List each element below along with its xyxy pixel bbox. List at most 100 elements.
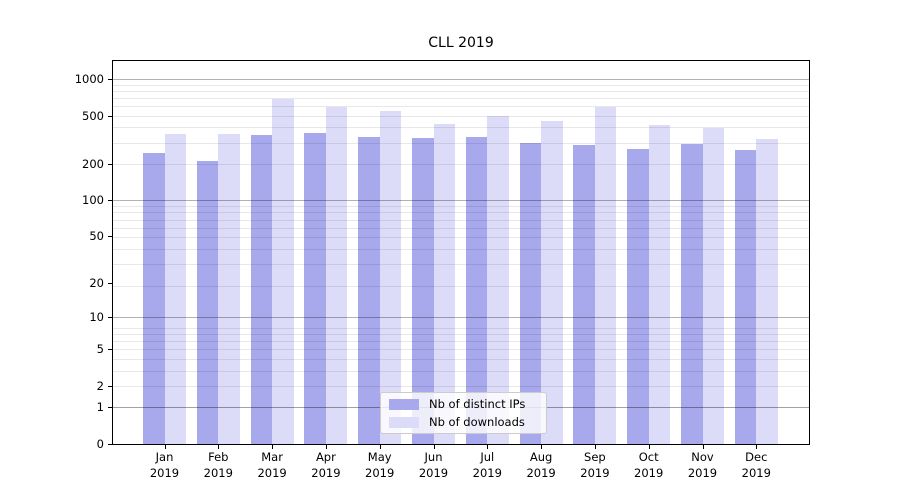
y-tick-mark [108, 78, 112, 80]
gridline-major [113, 200, 809, 202]
y-tick-label: 1000 [74, 71, 104, 86]
y-tick-mark [108, 317, 112, 319]
bar-distinct-ips [196, 161, 219, 444]
y-tick-label: 5 [96, 342, 104, 357]
gridline-minor [113, 327, 809, 329]
bar-downloads [594, 106, 617, 444]
legend-label: Nb of distinct IPs [429, 397, 526, 411]
x-tick-label: Mar 2019 [257, 450, 287, 480]
x-tick-mark [272, 445, 274, 449]
y-tick-mark [108, 385, 112, 387]
gridline-minor [113, 164, 809, 166]
x-tick-mark [433, 445, 435, 449]
bar-downloads [487, 115, 509, 444]
bar-distinct-ips [465, 137, 488, 444]
y-tick-mark [108, 444, 112, 445]
gridline-minor [113, 341, 809, 343]
y-tick-mark [108, 349, 112, 351]
bar-distinct-ips [573, 144, 595, 444]
y-tick-mark [108, 283, 112, 285]
x-tick-label: Aug 2019 [526, 450, 556, 480]
x-tick-mark [702, 445, 704, 449]
gridline-minor [113, 349, 809, 351]
bar-downloads [648, 124, 671, 444]
x-tick-label: Feb 2019 [203, 450, 233, 480]
gridline-minor [113, 206, 809, 208]
y-tick-mark [108, 407, 112, 409]
x-tick-label: Apr 2019 [311, 450, 341, 480]
bar-distinct-ips [519, 143, 542, 444]
x-tick-mark [541, 445, 543, 449]
chart-title: CLL 2019 [428, 35, 494, 51]
bar-distinct-ips [304, 133, 326, 444]
gridline-minor [113, 285, 809, 287]
legend-row: Nb of downloads [389, 415, 538, 429]
x-tick-mark [648, 445, 650, 449]
gridline-minor [113, 358, 809, 360]
y-tick-label: 0 [96, 437, 104, 451]
bar-downloads [433, 124, 455, 444]
gridline-minor [113, 115, 809, 117]
gridline-minor [113, 237, 809, 239]
x-tick-mark [218, 445, 220, 449]
gridline-minor [113, 227, 809, 229]
gridline-minor [113, 127, 809, 129]
legend-swatch-downloads [389, 416, 419, 428]
y-tick-mark [108, 115, 112, 117]
legend-swatch-distinct-ips [389, 398, 419, 410]
gridline-minor [113, 142, 809, 144]
x-tick-mark [325, 445, 327, 449]
bar-distinct-ips [734, 150, 757, 444]
gridline-minor [113, 84, 809, 86]
bar-downloads [541, 120, 563, 444]
gridline-minor [113, 106, 809, 108]
bar-downloads [325, 107, 348, 444]
bar-distinct-ips [627, 149, 649, 444]
y-tick-label: 20 [89, 276, 104, 291]
bar-downloads [379, 110, 402, 444]
bar-distinct-ips [681, 143, 703, 444]
bar-distinct-ips [412, 138, 434, 444]
bar-distinct-ips [143, 153, 165, 444]
y-tick-label: 500 [82, 108, 104, 123]
bar-downloads [756, 139, 778, 444]
y-tick-mark [108, 200, 112, 202]
gridline-minor [113, 90, 809, 92]
legend-label: Nb of downloads [429, 415, 525, 429]
x-tick-label: Oct 2019 [634, 450, 664, 480]
y-tick-label: 2 [96, 378, 104, 393]
gridline-minor [113, 249, 809, 251]
y-tick-label: 10 [89, 310, 104, 325]
bar-distinct-ips [250, 134, 273, 444]
x-tick-label: Nov 2019 [687, 450, 718, 480]
x-tick-mark [164, 445, 166, 449]
x-tick-label: Jul 2019 [472, 450, 502, 480]
gridline-minor [113, 385, 809, 387]
gridline-minor [113, 212, 809, 214]
bar-downloads [272, 99, 294, 444]
bar-distinct-ips [358, 137, 380, 444]
gridline-minor [113, 264, 809, 266]
x-tick-label: Jun 2019 [418, 450, 449, 480]
gridline-minor [113, 219, 809, 221]
y-tick-label: 200 [82, 156, 104, 171]
gridline-major [113, 78, 809, 80]
gridline-minor [113, 334, 809, 336]
plot-area [112, 60, 810, 445]
legend: Nb of distinct IPs Nb of downloads [380, 392, 547, 434]
y-tick-label: 50 [89, 229, 104, 244]
bar-downloads [218, 134, 240, 444]
gridline-major [113, 317, 809, 319]
bar-downloads [164, 133, 186, 444]
y-tick-mark [108, 236, 112, 238]
y-tick-label: 1 [96, 400, 104, 415]
y-tick-mark [108, 163, 112, 165]
x-tick-label: May 2019 [365, 450, 395, 480]
bar-downloads [702, 128, 724, 444]
legend-row: Nb of distinct IPs [389, 397, 538, 411]
x-tick-label: Sep 2019 [580, 450, 610, 480]
x-tick-mark [756, 445, 758, 449]
gridline-minor [113, 97, 809, 99]
x-tick-mark [379, 445, 381, 449]
